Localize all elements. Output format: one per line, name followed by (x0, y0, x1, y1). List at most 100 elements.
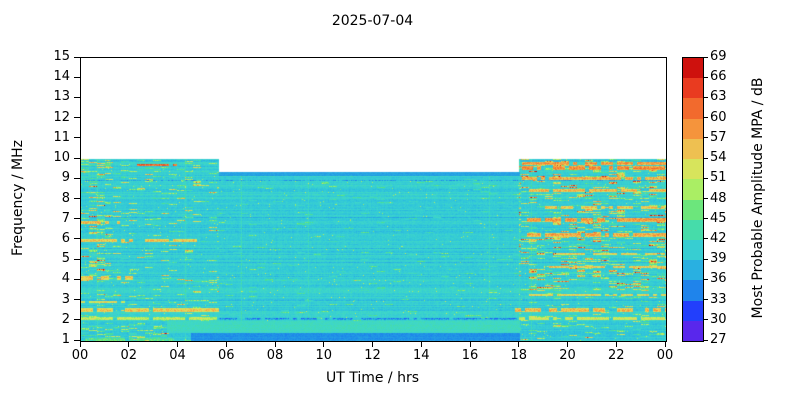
y-tick-label: 11 (53, 129, 70, 145)
colorbar (682, 57, 704, 342)
x-tick-label: 20 (559, 348, 576, 363)
x-tick-label: 22 (607, 348, 625, 363)
chart-title: 2025-07-04 (331, 13, 414, 29)
y-tick-label: 10 (53, 150, 70, 166)
colorbar-block (683, 239, 703, 261)
colorbar-block (683, 320, 703, 342)
colorbar-tick-label: 51 (710, 170, 727, 186)
colorbar-tick-label: 48 (710, 190, 727, 206)
x-tick-mark (274, 341, 276, 347)
colorbar-tick-mark (704, 56, 708, 58)
y-tick-label: 4 (61, 271, 70, 287)
colorbar-tick-mark (704, 198, 708, 199)
colorbar-tick-mark (704, 218, 708, 220)
y-tick-label: 2 (61, 311, 70, 327)
colorbar-tick-label: 66 (710, 69, 727, 85)
colorbar-tick-mark (704, 177, 708, 179)
y-tick-label: 8 (61, 190, 70, 206)
colorbar-block (683, 179, 703, 200)
colorbar-tick-mark (704, 238, 708, 240)
colorbar-tick-label: 39 (710, 251, 727, 267)
x-tick-label: 06 (217, 348, 235, 363)
colorbar-tick-mark (704, 319, 708, 321)
y-tick-label: 3 (61, 291, 70, 307)
colorbar-block (683, 199, 703, 220)
x-tick-mark (469, 341, 471, 347)
colorbar-tick-label: 60 (710, 109, 727, 125)
x-tick-mark (79, 341, 81, 347)
x-tick-mark (225, 341, 227, 347)
x-tick-mark (518, 341, 520, 347)
y-tick-mark (74, 56, 80, 58)
x-tick-label: 00 (71, 348, 89, 363)
colorbar-tick-label: 69 (710, 49, 727, 64)
y-tick-label: 13 (53, 89, 70, 105)
y-tick-mark (74, 299, 80, 301)
y-tick-mark (74, 76, 80, 78)
y-tick-mark (74, 319, 80, 321)
colorbar-block (683, 280, 703, 301)
x-tick-mark (420, 341, 422, 347)
y-tick-mark (74, 218, 80, 220)
colorbar-block (683, 260, 703, 281)
y-axis-label: Frequency / MHz (10, 140, 26, 256)
x-tick-mark (128, 341, 130, 347)
y-tick-label: 5 (61, 251, 70, 267)
colorbar-tick-label: 54 (710, 150, 727, 166)
plot-area (80, 57, 667, 342)
colorbar-tick-mark (704, 258, 708, 260)
y-tick-label: 9 (61, 170, 70, 186)
colorbar-tick-mark (704, 157, 708, 159)
colorbar-tick-label: 36 (710, 271, 727, 287)
x-tick-mark (615, 341, 617, 347)
colorbar-tick-label: 57 (710, 129, 727, 145)
x-tick-mark (567, 341, 568, 347)
x-tick-label: 18 (510, 348, 528, 363)
y-tick-mark (74, 339, 80, 341)
x-tick-label: 04 (169, 348, 186, 363)
y-tick-mark (74, 137, 80, 139)
colorbar-tick-mark (704, 96, 708, 98)
colorbar-block (683, 98, 703, 119)
y-tick-mark (74, 177, 80, 179)
colorbar-block (683, 159, 703, 180)
colorbar-tick-label: 45 (710, 210, 727, 226)
colorbar-tick-mark (704, 299, 708, 301)
y-tick-label: 12 (53, 109, 70, 125)
colorbar-tick-mark (704, 278, 708, 280)
y-tick-mark (74, 96, 80, 98)
colorbar-block (683, 300, 703, 321)
x-tick-mark (372, 341, 373, 347)
colorbar-tick-mark (704, 339, 708, 341)
y-tick-label: 1 (61, 332, 70, 347)
y-tick-label: 6 (61, 230, 70, 246)
colorbar-tick-label: 42 (710, 230, 727, 246)
colorbar-label: Most Probable Amplitude MPA / dB (750, 77, 766, 319)
y-tick-mark (74, 198, 80, 199)
colorbar-tick-label: 27 (710, 332, 727, 347)
colorbar-block (683, 58, 703, 79)
colorbar-block (683, 219, 703, 240)
x-tick-mark (177, 341, 178, 347)
y-tick-mark (74, 258, 80, 260)
colorbar-block (683, 78, 703, 99)
y-tick-mark (74, 278, 80, 280)
x-tick-label: 14 (412, 348, 430, 363)
x-tick-label: 02 (120, 348, 138, 363)
x-axis-label: UT Time / hrs (325, 370, 420, 386)
x-tick-label: 10 (315, 348, 333, 363)
y-tick-mark (74, 238, 80, 240)
colorbar-tick-label: 33 (710, 291, 727, 307)
y-tick-label: 14 (53, 69, 70, 85)
colorbar-tick-mark (704, 76, 708, 78)
y-tick-mark (74, 117, 80, 119)
y-tick-label: 7 (61, 210, 70, 226)
colorbar-block (683, 138, 703, 160)
x-tick-label: 08 (266, 348, 284, 363)
colorbar-tick-mark (704, 137, 708, 139)
y-tick-mark (74, 157, 80, 159)
x-tick-mark (323, 341, 325, 347)
colorbar-tick-label: 63 (710, 89, 727, 105)
x-tick-label: 00 (656, 348, 674, 363)
